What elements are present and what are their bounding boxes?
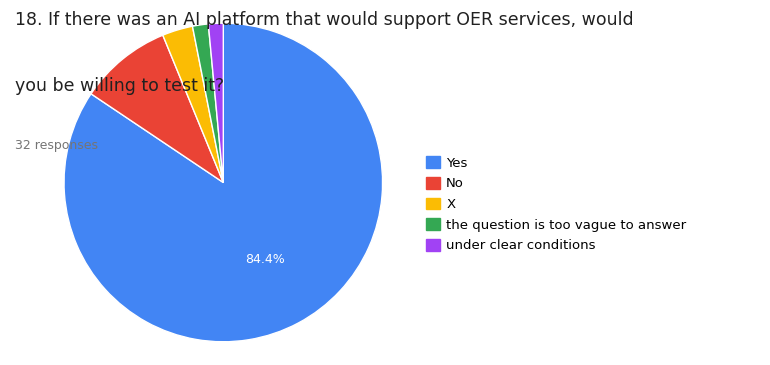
- Legend: Yes, No, X, the question is too vague to answer, under clear conditions: Yes, No, X, the question is too vague to…: [423, 152, 690, 257]
- Text: 84.4%: 84.4%: [245, 253, 284, 266]
- Text: 18. If there was an AI platform that would support OER services, would: 18. If there was an AI platform that wou…: [15, 11, 634, 29]
- Text: you be willing to test it?: you be willing to test it?: [15, 77, 225, 95]
- Wedge shape: [209, 23, 223, 182]
- Wedge shape: [91, 35, 223, 182]
- Text: 32 responses: 32 responses: [15, 139, 99, 152]
- Wedge shape: [192, 24, 223, 182]
- Wedge shape: [162, 26, 223, 182]
- Wedge shape: [64, 23, 383, 342]
